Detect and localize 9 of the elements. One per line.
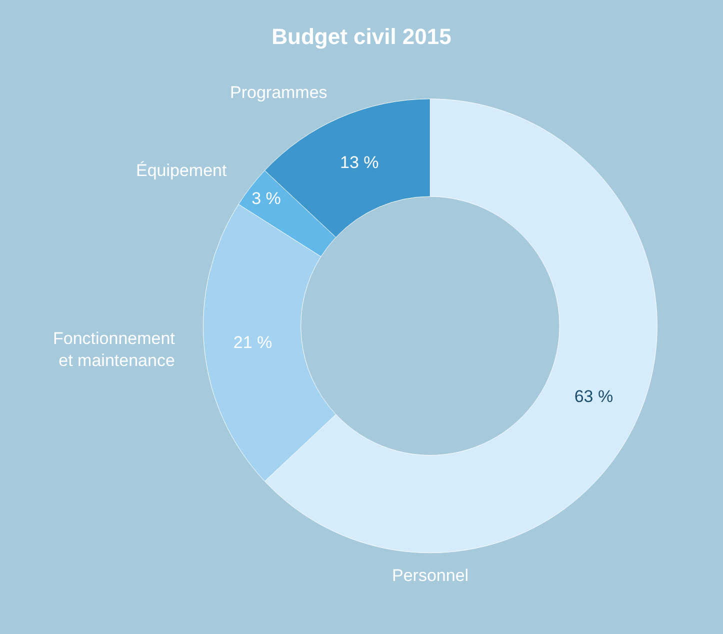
slice-label: Programmes — [230, 83, 328, 102]
chart-title: Budget civil 2015 — [272, 24, 452, 49]
data-label: 63 % — [574, 387, 614, 406]
slice-label: Personnel — [392, 566, 469, 585]
data-label: 13 % — [340, 152, 379, 172]
data-label: 21 % — [233, 333, 272, 352]
slice-label: Fonctionnement et maintenance — [53, 329, 176, 370]
slice-label: Équipement — [136, 161, 228, 180]
data-label: 3 % — [252, 189, 281, 208]
